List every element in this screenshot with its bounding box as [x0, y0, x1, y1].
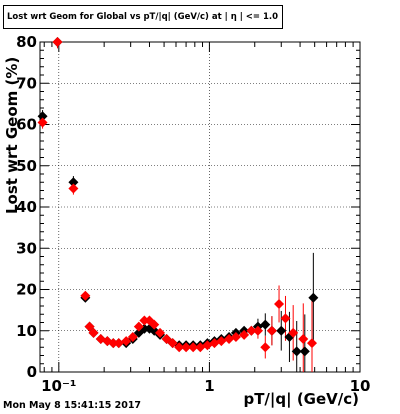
red-data-point — [280, 313, 291, 324]
red-data-point — [298, 334, 309, 344]
red-data-point — [195, 342, 206, 353]
datestamp: Mon May 8 15:41:15 2017 — [3, 400, 142, 411]
red-data-point — [139, 315, 150, 326]
red-data-point — [246, 325, 257, 336]
red-data-point — [181, 342, 192, 353]
y-tick-label: 70 — [16, 74, 37, 92]
black-data-point — [260, 319, 271, 330]
red-data-point — [188, 342, 199, 353]
x-tick-label: 10 — [350, 377, 371, 395]
red-data-point — [80, 290, 91, 301]
red-data-point — [108, 338, 119, 349]
black-data-point — [299, 346, 310, 357]
y-tick-label: 40 — [16, 198, 37, 216]
red-data-point — [306, 338, 317, 349]
red-data-point — [113, 338, 124, 349]
red-data-point — [121, 336, 132, 347]
y-tick-label: 80 — [16, 33, 37, 51]
red-data-point — [133, 321, 144, 332]
red-data-point — [68, 183, 79, 194]
chart-title: Lost wrt Geom for Global vs pT/|q| (GeV/… — [3, 5, 283, 29]
red-data-point — [260, 342, 271, 353]
x-axis-label: pT/|q| (GeV/c) — [243, 390, 359, 408]
black-data-point — [276, 325, 287, 336]
red-data-point — [149, 319, 160, 330]
red-data-point — [266, 325, 277, 336]
red-data-point — [88, 327, 99, 338]
red-data-point — [230, 331, 241, 342]
red-data-point — [167, 338, 178, 349]
red-data-point — [84, 321, 95, 332]
y-tick-label: 30 — [16, 239, 37, 257]
red-data-point — [161, 334, 172, 344]
red-data-point — [52, 37, 63, 47]
red-data-point — [252, 325, 263, 336]
y-tick-label: 10 — [16, 322, 37, 340]
red-data-point — [274, 298, 285, 309]
red-data-point — [37, 117, 48, 128]
x-tick-label: 10⁻¹ — [41, 377, 76, 395]
y-tick-label: 0 — [27, 363, 37, 381]
y-axis-label: Lost wrt Geom (%) — [3, 56, 21, 214]
x-tick-label: 1 — [204, 377, 214, 395]
y-tick-label: 50 — [16, 157, 37, 175]
red-data-point — [155, 327, 166, 338]
black-data-point — [291, 346, 302, 357]
y-tick-label: 60 — [16, 116, 37, 134]
red-data-point — [216, 336, 227, 347]
red-data-point — [239, 329, 250, 340]
black-data-point — [308, 292, 319, 303]
black-data-point — [37, 111, 48, 122]
red-data-point — [127, 331, 138, 342]
red-data-point — [174, 342, 185, 353]
red-data-point — [288, 327, 299, 338]
y-tick-label: 20 — [16, 281, 37, 299]
black-data-point — [68, 177, 79, 188]
